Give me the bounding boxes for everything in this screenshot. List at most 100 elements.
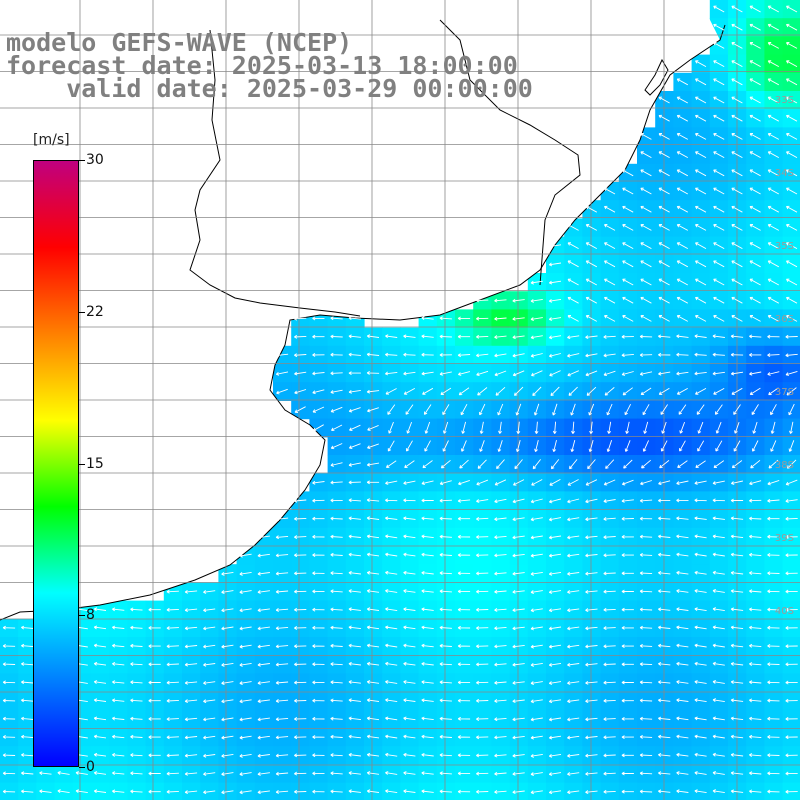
wind-arrow [767,771,780,776]
wind-arrow [439,534,452,539]
wind-arrow [621,789,634,794]
wind-arrow [403,352,416,357]
wind-arrow [567,662,580,667]
wind-arrow [658,315,670,322]
wind-arrow [512,662,525,667]
wind-arrow [457,789,471,794]
wind-arrow [439,625,452,630]
wind-arrow [694,643,707,648]
wind-arrow [366,625,380,630]
wind-arrow [366,643,380,648]
wind-arrow [275,717,289,722]
wind-arrow [639,644,653,648]
wind-arrow [712,679,725,684]
wind-arrow [93,771,107,775]
wind-arrow [385,570,398,575]
wind-arrow [585,296,598,304]
wind-arrow [21,680,34,685]
wind-arrow [421,516,434,521]
colorbar-tick-mark [79,160,85,161]
wind-arrow [421,771,434,775]
wind-arrow [621,353,634,358]
wind-arrow [695,78,707,86]
wind-arrow [275,626,289,631]
speed-cell [782,254,800,274]
wind-arrow [457,753,471,758]
wind-arrow [658,278,670,286]
wind-arrow [767,133,780,140]
wind-arrow [712,498,725,503]
wind-arrow [695,187,707,195]
wind-arrow [585,790,598,795]
wind-arrow [457,371,471,376]
speed-cell [782,273,800,292]
wind-arrow [532,459,541,470]
wind-arrow [768,459,779,469]
wind-arrow [767,607,780,612]
wind-arrow [348,771,361,775]
wind-arrow [331,424,343,432]
wind-arrow [530,662,543,667]
wind-arrow [239,590,252,595]
wind-arrow [676,716,689,721]
wind-arrow [548,753,562,758]
wind-arrow [786,242,798,249]
wind-arrow [713,460,725,469]
wind-arrow [530,517,543,522]
wind-arrow [640,133,652,140]
wind-arrow [148,771,161,776]
wind-arrow [785,753,798,758]
wind-arrow [221,717,234,722]
wind-arrow [658,716,671,721]
wind-arrow [348,352,361,357]
wind-arrow [548,717,562,722]
wind-arrow [749,734,762,739]
wind-arrow [786,187,798,195]
wind-arrow [294,626,307,630]
wind-arrow [459,459,469,469]
wind-arrow [549,370,561,377]
wind-arrow [639,516,653,521]
wind-arrow [330,334,343,339]
wind-arrow [639,334,653,339]
wind-arrow [770,404,777,416]
wind-arrow [403,752,416,757]
wind-arrow [421,552,434,557]
wind-arrow [730,789,744,794]
wind-arrow [567,753,580,758]
wind-arrow [366,371,380,375]
wind-arrow [461,421,467,434]
wind-arrow [330,406,343,413]
wind-arrow [785,499,798,503]
wind-arrow [679,421,686,434]
wind-arrow [512,717,525,722]
wind-arrow [712,516,725,521]
wind-arrow [530,772,543,777]
wind-arrow [366,334,380,339]
wind-arrow [457,644,471,648]
wind-arrow [639,534,653,539]
wind-arrow [585,479,598,486]
wind-arrow [603,662,616,667]
wind-arrow [548,498,562,504]
wind-arrow [621,680,634,685]
wind-arrow [694,607,707,612]
wind-arrow [730,734,744,739]
wind-arrow [733,404,741,415]
latitude-label: 34S [774,168,794,179]
wind-arrow [640,151,652,158]
wind-arrow [530,298,543,303]
wind-arrow [457,680,471,685]
wind-arrow [112,698,125,703]
wind-arrow [767,242,780,249]
wind-arrow [203,735,216,740]
wind-arrow [567,517,580,522]
wind-arrow [257,699,270,704]
wind-arrow [515,403,522,416]
wind-arrow [694,534,707,539]
wind-arrow [348,607,361,612]
wind-arrow [512,370,525,377]
wind-arrow [366,752,380,757]
wind-arrow [366,661,380,666]
